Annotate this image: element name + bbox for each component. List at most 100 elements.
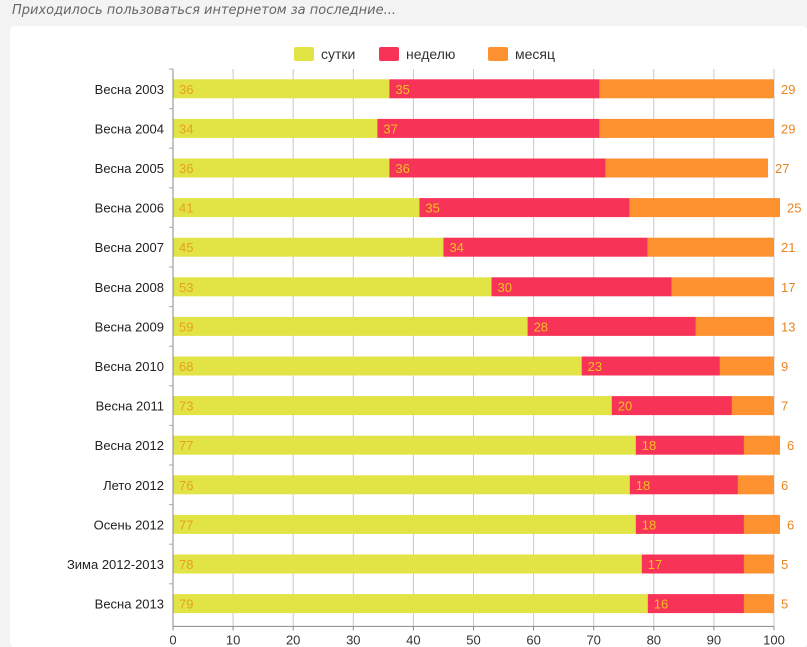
- bar-8-2: [731, 396, 774, 416]
- bar-3-1: [419, 198, 630, 218]
- bar-6-2: [695, 316, 774, 336]
- bar-9-1: [635, 435, 744, 455]
- x-tick-label-9: 90: [707, 632, 721, 647]
- x-tick-label-7: 70: [586, 632, 600, 647]
- bar-1-0: [173, 118, 378, 138]
- bar-6-1: [527, 316, 696, 336]
- x-tick-label-6: 60: [526, 632, 540, 647]
- data-label-13-0: 79: [179, 597, 193, 612]
- y-tick-label-8: Весна 2011: [96, 399, 164, 414]
- data-label-8-1: 20: [618, 399, 632, 414]
- bar-13-0: [173, 594, 648, 614]
- bar-8-1: [611, 396, 732, 416]
- bar-11-1: [635, 514, 744, 534]
- data-label-5-1: 30: [498, 280, 512, 295]
- data-label-13-1: 16: [654, 597, 668, 612]
- bar-4-2: [647, 237, 774, 257]
- bar-2-1: [389, 158, 606, 178]
- x-tick-label-10: 100: [763, 632, 785, 647]
- bar-8-0: [173, 396, 612, 416]
- bar-9-0: [173, 435, 636, 455]
- bar-11-2: [743, 514, 781, 534]
- data-label-0-0: 36: [179, 82, 193, 97]
- stacked-bar-chart: сутки неделю месяц 36 35 29 34 37 29 36 36 27 41 35 2…: [67, 46, 802, 647]
- bar-5-2: [671, 277, 774, 297]
- data-label-12-1: 17: [648, 557, 662, 572]
- y-tick-label-4: Весна 2007: [95, 240, 164, 255]
- data-label-8-2: 7: [781, 399, 788, 414]
- data-label-9-2: 6: [787, 438, 794, 453]
- data-label-9-1: 18: [642, 438, 656, 453]
- y-tick-label-0: Весна 2003: [95, 82, 164, 97]
- bar-10-1: [629, 475, 738, 495]
- data-label-9-0: 77: [179, 438, 193, 453]
- data-label-6-1: 28: [534, 319, 548, 334]
- data-label-10-2: 6: [781, 478, 788, 493]
- y-tick-label-1: Весна 2004: [95, 121, 164, 136]
- bar-6-0: [173, 316, 528, 336]
- data-label-3-1: 35: [425, 201, 439, 216]
- legend-label-2: месяц: [515, 46, 555, 62]
- data-label-1-2: 29: [781, 121, 795, 136]
- data-label-4-0: 45: [179, 240, 193, 255]
- y-tick-label-7: Весна 2010: [95, 359, 164, 374]
- y-tick-label-10: Лето 2012: [103, 478, 164, 493]
- y-tick-label-6: Весна 2009: [95, 319, 164, 334]
- data-label-10-0: 76: [179, 478, 193, 493]
- data-label-2-1: 36: [395, 161, 409, 176]
- data-label-0-1: 35: [395, 82, 409, 97]
- bar-5-0: [173, 277, 492, 297]
- x-tick-label-1: 10: [226, 632, 240, 647]
- bar-2-0: [173, 158, 390, 178]
- data-label-0-2: 29: [781, 82, 795, 97]
- y-tick-label-3: Весна 2006: [95, 201, 164, 216]
- data-label-1-0: 34: [179, 121, 193, 136]
- bar-13-1: [647, 594, 744, 614]
- bar-0-1: [389, 79, 600, 99]
- legend-label-0: сутки: [321, 46, 355, 62]
- data-label-13-2: 5: [781, 597, 788, 612]
- bar-4-0: [173, 237, 444, 257]
- bar-4-1: [443, 237, 648, 257]
- data-label-6-2: 13: [781, 319, 795, 334]
- bar-3-0: [173, 198, 420, 218]
- data-label-8-0: 73: [179, 399, 193, 414]
- data-label-7-2: 9: [781, 359, 788, 374]
- data-label-2-0: 36: [179, 161, 193, 176]
- bar-11-0: [173, 514, 636, 534]
- bar-0-0: [173, 79, 390, 99]
- y-axis: Весна 2003 Весна 2004 Весна 2005 Весна 2006…: [67, 68, 174, 627]
- bar-0-2: [599, 79, 774, 99]
- x-tick-label-5: 50: [466, 632, 480, 647]
- legend: сутки неделю месяц: [294, 46, 555, 62]
- bar-7-2: [719, 356, 774, 376]
- bar-12-0: [173, 554, 642, 574]
- bar-1-1: [377, 118, 600, 138]
- y-tick-label-5: Весна 2008: [95, 280, 164, 295]
- legend-swatch-0: [294, 47, 314, 61]
- data-label-7-1: 23: [588, 359, 602, 374]
- y-tick-label-12: Зима 2012-2013: [67, 557, 164, 572]
- x-tick-label-2: 20: [286, 632, 300, 647]
- data-label-5-2: 17: [781, 280, 795, 295]
- legend-label-1: неделю: [406, 46, 455, 62]
- bar-9-2: [743, 435, 781, 455]
- data-label-3-0: 41: [179, 201, 193, 216]
- bar-2-2: [605, 158, 768, 178]
- x-tick-label-3: 30: [346, 632, 360, 647]
- x-tick-label-4: 40: [406, 632, 420, 647]
- data-label-11-0: 77: [179, 517, 193, 532]
- data-label-5-0: 53: [179, 280, 193, 295]
- bar-12-1: [641, 554, 744, 574]
- bar-13-2: [743, 594, 774, 614]
- bar-7-1: [581, 356, 720, 376]
- bar-10-0: [173, 475, 630, 495]
- bar-10-2: [737, 475, 774, 495]
- y-tick-label-13: Весна 2013: [95, 597, 164, 612]
- legend-swatch-2: [488, 47, 508, 61]
- x-axis: 0 10 20 30 40 50 60 70 80 90 100: [169, 625, 785, 647]
- data-label-3-2: 25: [787, 201, 801, 216]
- bar-7-0: [173, 356, 582, 376]
- chart-panel: сутки неделю месяц 36 35 29 34 37 29 36 36 27 41 35 2…: [10, 26, 807, 647]
